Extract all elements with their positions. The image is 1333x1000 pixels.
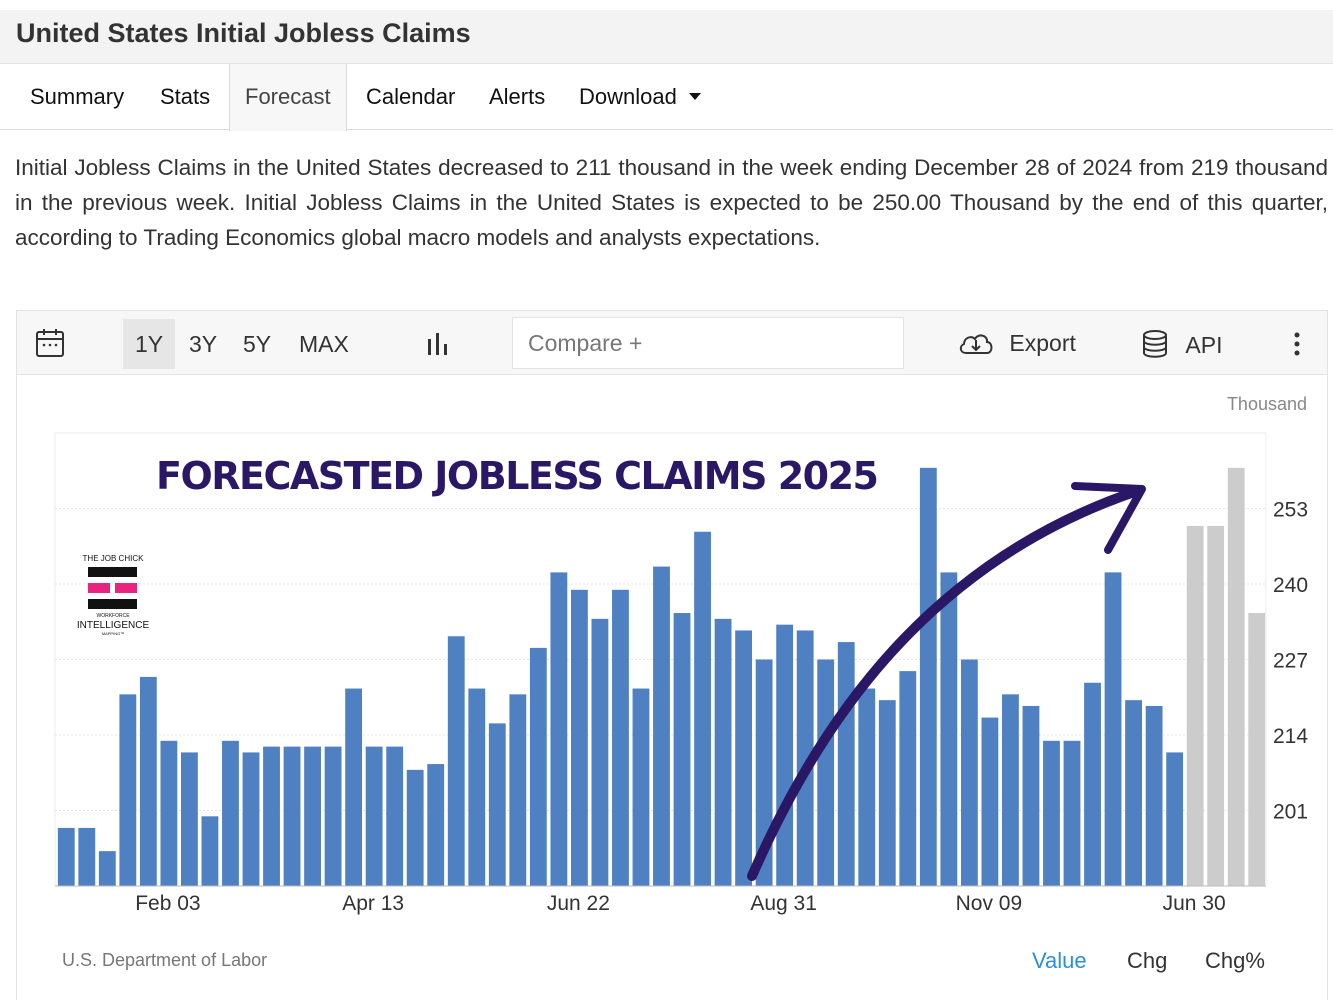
range-3y-button[interactable]: 3Y xyxy=(189,331,218,357)
description-text: Initial Jobless Claims in the United Sta… xyxy=(15,155,1328,250)
mode-chg-button[interactable]: Chg xyxy=(1127,948,1168,973)
export-label: Export xyxy=(1009,330,1076,356)
source-text: U.S. Department of Labor xyxy=(62,950,268,970)
tab-stats[interactable]: Stats xyxy=(160,84,211,109)
tab-alerts[interactable]: Alerts xyxy=(489,84,546,109)
calendar-icon[interactable] xyxy=(35,327,65,365)
page-title: United States Initial Jobless Claims xyxy=(16,18,471,48)
range-1y-button[interactable]: 1Y xyxy=(123,319,176,369)
range-max-button[interactable]: MAX xyxy=(299,331,349,357)
mode-value-button[interactable]: Value xyxy=(1032,948,1087,973)
page-title-bar: United States Initial Jobless Claims xyxy=(0,10,1333,64)
range-5y-button[interactable]: 5Y xyxy=(243,331,272,357)
chart-container: 1Y 3Y 5Y MAX Compare + Export xyxy=(16,310,1328,1000)
caret-down-icon xyxy=(688,93,701,100)
tab-bar: Summary Stats Forecast Calendar Alerts D… xyxy=(0,64,1333,131)
export-button[interactable]: Export xyxy=(957,329,1076,357)
tab-summary[interactable]: Summary xyxy=(30,84,125,109)
api-button[interactable]: API xyxy=(1141,329,1222,359)
tab-forecast[interactable]: Forecast xyxy=(229,64,347,131)
api-label: API xyxy=(1185,332,1223,358)
more-options-icon[interactable] xyxy=(1293,331,1301,363)
chart-toolbar: 1Y 3Y 5Y MAX Compare + Export xyxy=(17,311,1327,375)
mode-chg-pct-button[interactable]: Chg% xyxy=(1205,948,1265,973)
chart-type-icon[interactable] xyxy=(425,331,451,363)
cloud-download-icon xyxy=(959,334,993,354)
tab-download-label: Download xyxy=(579,84,677,109)
tab-calendar[interactable]: Calendar xyxy=(366,84,456,109)
tab-download[interactable]: Download xyxy=(579,64,701,130)
database-icon xyxy=(1143,330,1167,358)
compare-input[interactable]: Compare + xyxy=(512,317,904,369)
